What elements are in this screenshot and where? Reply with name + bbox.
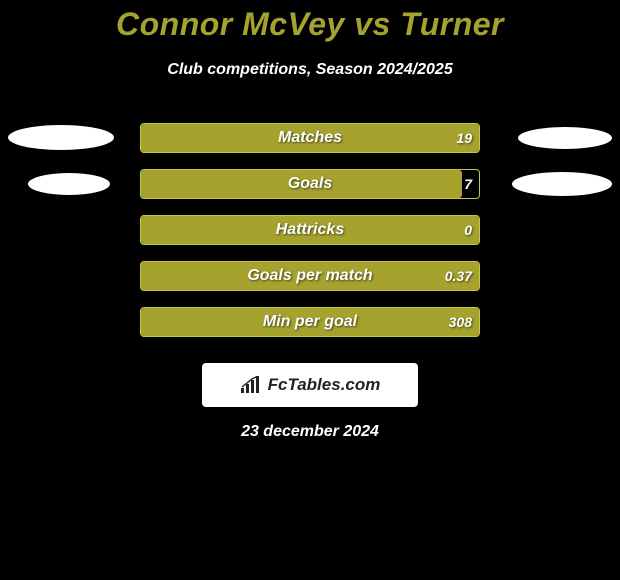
- bar-track: [140, 261, 480, 291]
- source-badge-content: FcTables.com: [240, 375, 381, 395]
- bar-track: [140, 169, 480, 199]
- page-title: Connor McVey vs Turner: [0, 6, 620, 43]
- stat-row: Goals per match 0.37: [0, 253, 620, 299]
- bar-fill: [141, 124, 479, 152]
- right-marker-ellipse: [512, 172, 612, 196]
- bar-fill: [141, 262, 479, 290]
- source-badge[interactable]: FcTables.com: [202, 363, 418, 407]
- stat-row: Goals 7: [0, 161, 620, 207]
- bar-fill: [141, 308, 479, 336]
- stats-comparison: Connor McVey vs Turner Club competitions…: [0, 0, 620, 441]
- right-marker-ellipse: [518, 127, 612, 149]
- page-subtitle: Club competitions, Season 2024/2025: [0, 61, 620, 79]
- stat-row: Min per goal 308: [0, 299, 620, 345]
- left-marker-ellipse: [8, 125, 114, 150]
- date-text: 23 december 2024: [0, 423, 620, 441]
- left-marker-ellipse: [28, 173, 110, 195]
- stat-row: Hattricks 0: [0, 207, 620, 253]
- source-badge-text: FcTables.com: [268, 375, 381, 395]
- chart-icon: [240, 376, 262, 394]
- stat-rows: Matches 19 Goals 7 Hattricks 0 Goals per: [0, 115, 620, 345]
- stat-row: Matches 19: [0, 115, 620, 161]
- bar-track: [140, 215, 480, 245]
- bar-track: [140, 123, 480, 153]
- bar-track: [140, 307, 480, 337]
- bar-fill: [141, 170, 462, 198]
- bar-fill: [141, 216, 479, 244]
